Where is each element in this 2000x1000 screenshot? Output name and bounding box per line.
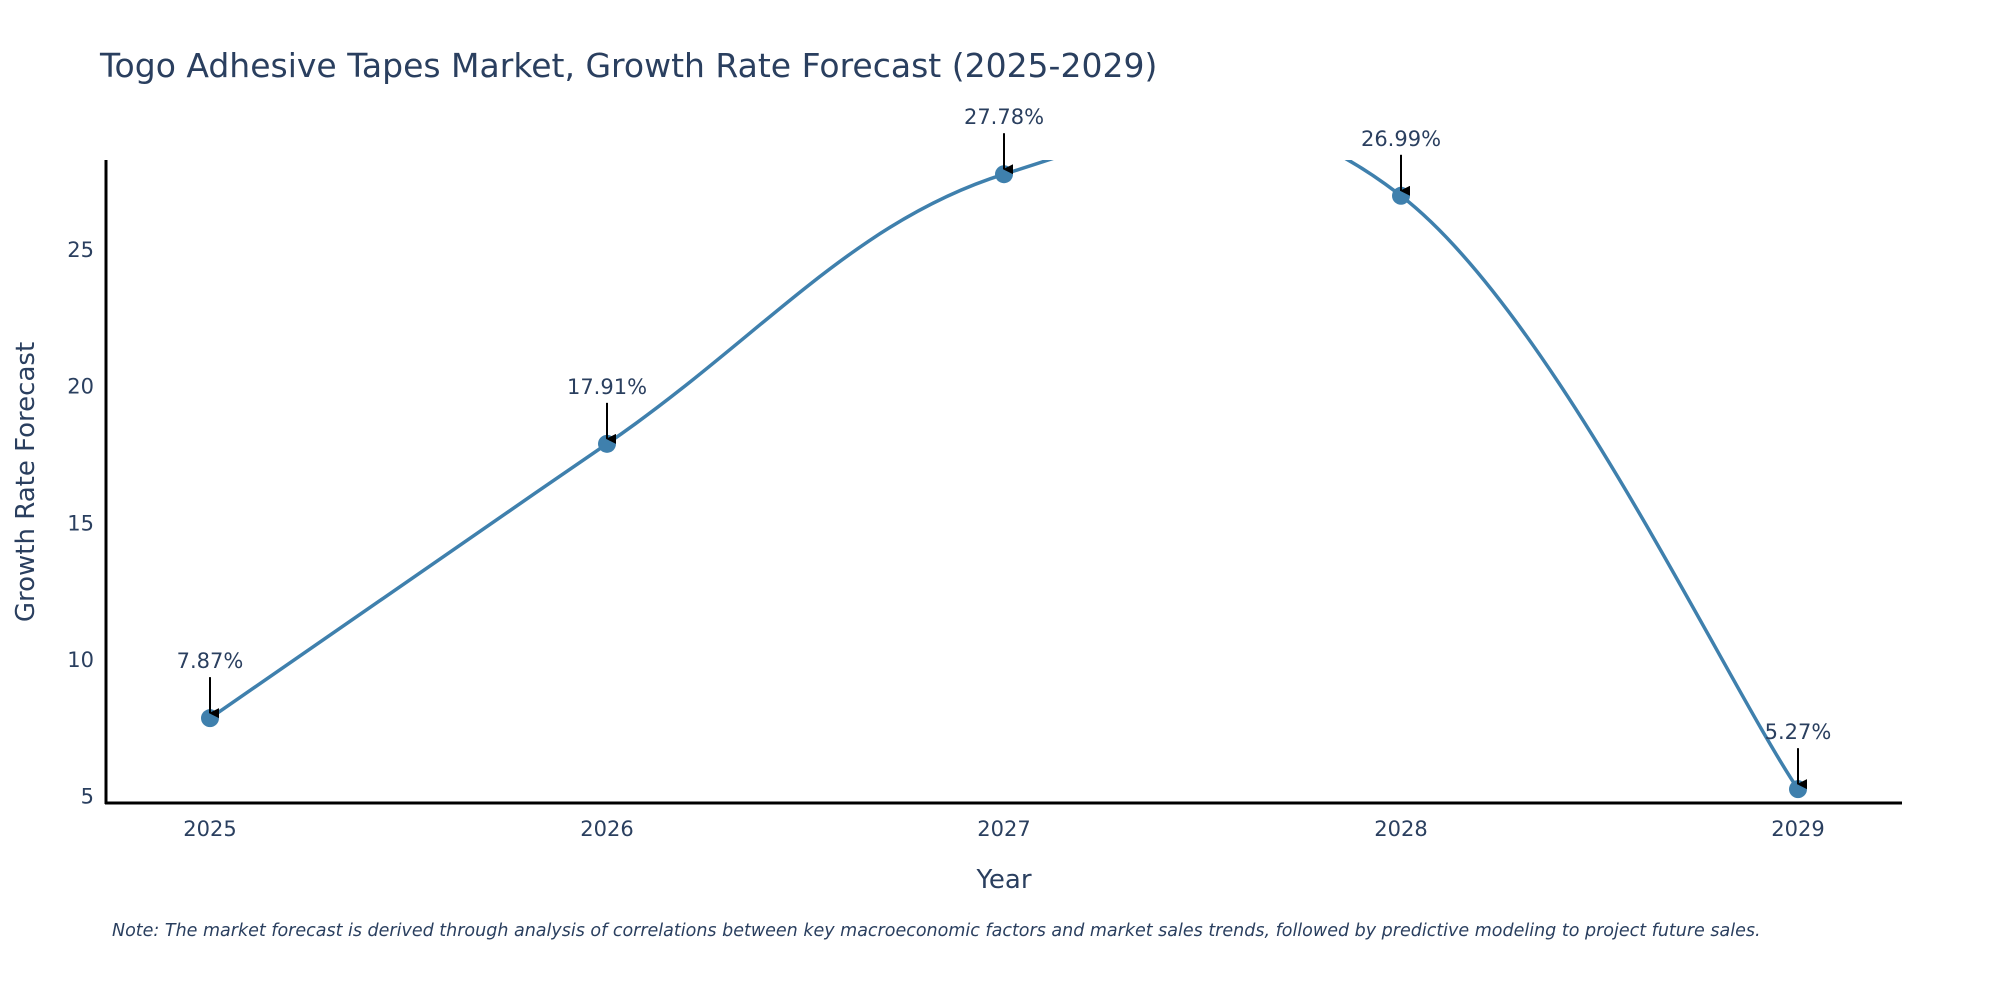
x-tick-label: 2025 (183, 817, 236, 841)
data-label: 7.87% (177, 649, 244, 673)
y-tick-label: 20 (67, 375, 94, 399)
series-markers (201, 165, 1807, 799)
data-annotations: 7.87% 17.91% 27.78% 26.99% 5.27% (177, 105, 1832, 790)
y-tick-label: 5 (81, 785, 94, 809)
x-tick-label: 2026 (580, 817, 633, 841)
x-axis-title: Year (975, 865, 1031, 895)
y-tick-label: 25 (67, 238, 94, 262)
data-label: 26.99% (1361, 127, 1441, 151)
y-axis-ticks: 5 10 15 20 25 (67, 238, 94, 808)
x-tick-label: 2029 (1771, 817, 1824, 841)
y-axis-title: Growth Rate Forecast (11, 342, 41, 622)
data-label: 5.27% (1765, 720, 1832, 744)
x-tick-label: 2027 (977, 817, 1030, 841)
y-tick-label: 10 (67, 648, 94, 672)
footnote: Note: The market forecast is derived thr… (112, 921, 1761, 941)
x-axis-ticks: 2025 2026 2027 2028 2029 (183, 817, 1824, 841)
chart-title: Togo Adhesive Tapes Market, Growth Rate … (100, 46, 1158, 85)
series-line (209, 160, 1800, 791)
x-tick-label: 2028 (1374, 817, 1427, 841)
data-label: 17.91% (567, 375, 647, 399)
y-tick-label: 15 (67, 511, 94, 535)
data-label: 27.78% (964, 105, 1044, 129)
